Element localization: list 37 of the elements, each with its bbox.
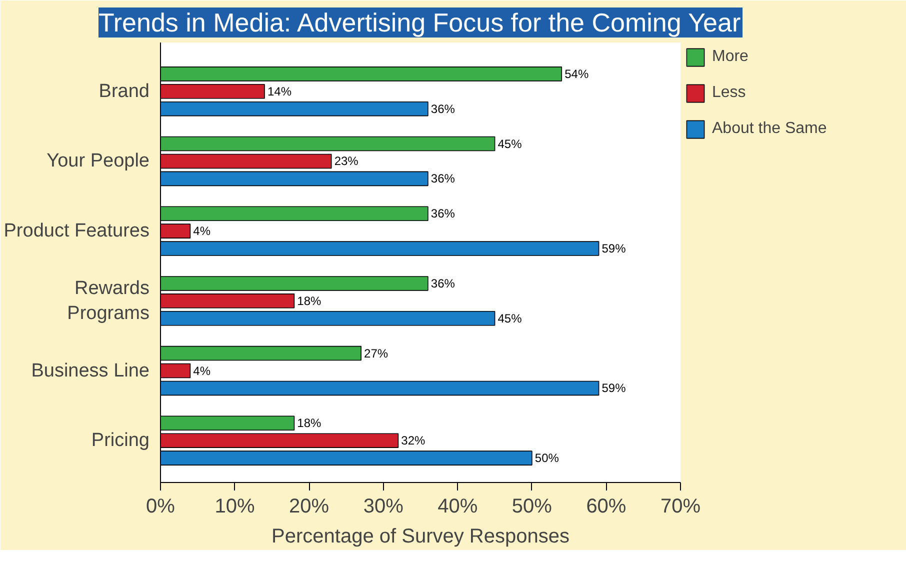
data-label: 27% <box>364 346 388 360</box>
data-label: 54% <box>564 66 589 81</box>
x-tick-label: 10% <box>214 496 256 518</box>
data-label: 36% <box>430 102 456 116</box>
x-tick-label: 20% <box>289 496 330 518</box>
x-tick-label: 50% <box>512 496 552 518</box>
legend-label: About the Same <box>712 120 827 138</box>
y-tick-label: Pricing <box>91 430 150 452</box>
y-tick-label: Business Line <box>31 360 150 382</box>
data-label: 59% <box>602 381 626 396</box>
x-tick-label: 60% <box>586 496 626 518</box>
data-label: 36% <box>430 276 456 290</box>
data-label: 45% <box>498 136 522 151</box>
data-label: 36% <box>430 206 456 221</box>
data-label: 14% <box>267 84 292 98</box>
legend-label: More <box>712 48 748 66</box>
y-tick-label: Product Features <box>4 220 150 242</box>
data-label: 4% <box>193 364 211 378</box>
chart-title: Trends in Media: Advertising Focus for the Coming Year <box>98 8 741 38</box>
data-label: 23% <box>334 154 359 168</box>
data-label: 50% <box>534 451 560 466</box>
x-tick-label: 0% <box>146 496 176 518</box>
data-label: 18% <box>297 294 322 308</box>
data-label: 36% <box>430 172 456 186</box>
x-tick-label: 40% <box>438 496 478 518</box>
data-label: 4% <box>193 224 211 238</box>
x-tick-label: 30% <box>363 496 404 518</box>
data-label: 18% <box>297 416 322 430</box>
data-label: 45% <box>498 311 522 326</box>
data-label: 59% <box>602 242 626 256</box>
y-tick-label: Your People <box>46 150 150 172</box>
legend-label: Less <box>712 84 746 102</box>
y-tick-label: Rewards Programs <box>67 278 150 324</box>
x-tick-label: 70% <box>660 496 701 518</box>
x-axis-title: Percentage of Survey Responses <box>272 526 570 548</box>
y-tick-label: Brand <box>98 80 150 102</box>
data-label: 32% <box>401 434 426 448</box>
